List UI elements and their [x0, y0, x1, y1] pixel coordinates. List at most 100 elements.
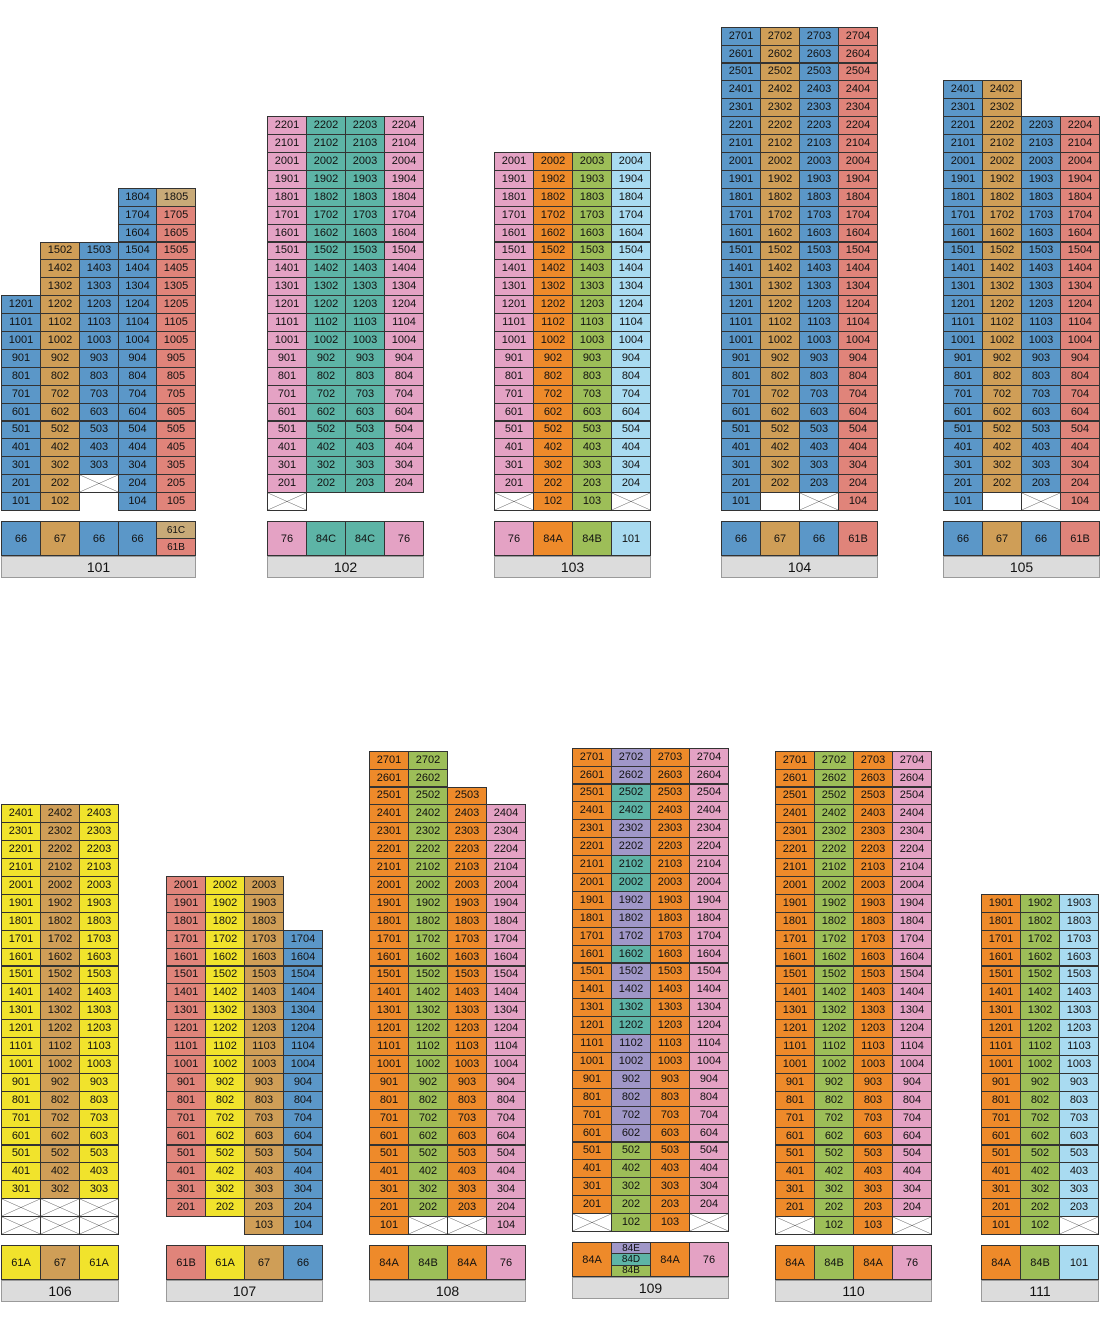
unit-cell: 1701 — [721, 205, 761, 225]
unit-cell: 2202 — [814, 840, 854, 860]
unit-cell: 602 — [40, 1126, 80, 1146]
unit-cell: 2502 — [611, 783, 651, 803]
unit-cell: 2201 — [267, 116, 307, 136]
unit-cell: 302 — [40, 1180, 80, 1200]
unit-cell: 1601 — [166, 947, 206, 967]
unit-cell: 604 — [1060, 402, 1100, 422]
unit-cell: 202 — [306, 474, 346, 494]
unit-cell: 304 — [838, 456, 878, 476]
unit-cell: 2202 — [40, 840, 80, 860]
unit-cell: 603 — [650, 1123, 690, 1143]
unit-cell: 1401 — [943, 259, 983, 279]
unit-cell: 1902 — [533, 169, 573, 189]
unit-cell: 703 — [79, 384, 119, 404]
unit-cell: 403 — [572, 438, 612, 458]
unit-cell: 1303 — [853, 1001, 893, 1021]
unit-type-badge: 84A — [572, 1242, 612, 1277]
unit-cell: 2004 — [892, 876, 932, 895]
unit-cell: 1003 — [79, 1055, 119, 1074]
unit-cell: 2104 — [838, 134, 878, 153]
unit-type-badge: 84C — [345, 521, 385, 556]
unit-cell: 1702 — [1020, 929, 1060, 949]
no-unit-cell — [408, 1216, 448, 1235]
unit-cell: 904 — [1060, 348, 1100, 368]
unit-cell: 1803 — [1059, 911, 1099, 931]
unit-cell: 1804 — [118, 187, 157, 207]
unit-cell: 1502 — [611, 962, 651, 982]
unit-cell: 503 — [345, 420, 385, 440]
unit-cell: 1302 — [814, 1001, 854, 1021]
unit-cell: 2102 — [40, 858, 80, 877]
unit-cell: 1001 — [572, 1052, 612, 1071]
unit-cell: 1301 — [721, 277, 761, 297]
unit-cell: 502 — [982, 420, 1022, 440]
unit-cell: 1002 — [982, 331, 1022, 350]
unit-cell: 603 — [244, 1126, 284, 1146]
unit-cell: 1302 — [982, 277, 1022, 297]
unit-cell: 703 — [650, 1105, 690, 1125]
unit-cell: 704 — [689, 1105, 729, 1125]
unit-cell: 602 — [408, 1126, 448, 1146]
unit-cell: 2601 — [775, 768, 815, 788]
unit-cell: 401 — [721, 438, 761, 458]
unit-cell: 501 — [572, 1141, 612, 1161]
unit-cell: 1803 — [345, 187, 385, 207]
unit-cell: 1702 — [205, 929, 245, 949]
unit-cell: 1803 — [650, 908, 690, 928]
unit-cell: 2601 — [721, 44, 761, 64]
unit-cell: 1903 — [1021, 169, 1061, 189]
unit-type-badge: 67 — [982, 521, 1022, 556]
unit-cell: 2203 — [650, 837, 690, 857]
building-label: 104 — [721, 556, 878, 578]
unit-cell: 1404 — [1060, 259, 1100, 279]
unit-cell: 802 — [982, 366, 1022, 386]
unit-cell: 1403 — [799, 259, 839, 279]
unit-cell: 701 — [369, 1108, 409, 1128]
unit-cell: 1601 — [494, 223, 534, 243]
unit-cell: 2201 — [943, 116, 983, 136]
unit-cell: 1802 — [533, 187, 573, 207]
unit-cell: 2101 — [943, 134, 983, 153]
unit-type-badge: 61B — [1060, 521, 1100, 556]
unit-cell: 803 — [650, 1087, 690, 1107]
unit-cell: 601 — [943, 402, 983, 422]
unit-cell: 2003 — [447, 876, 487, 895]
unit-cell: 1101 — [572, 1034, 612, 1053]
unit-cell: 703 — [447, 1108, 487, 1128]
unit-cell: 1204 — [689, 1016, 729, 1036]
unit-cell: 1602 — [1020, 947, 1060, 967]
unit-cell: 1102 — [1020, 1037, 1060, 1056]
unit-cell: 1402 — [533, 259, 573, 279]
unit-cell: 501 — [775, 1144, 815, 1164]
unit-cell: 2703 — [650, 747, 690, 767]
unit-cell: 504 — [486, 1144, 526, 1164]
unit-cell: 201 — [572, 1195, 612, 1215]
unit-cell: 901 — [494, 348, 534, 368]
unit-cell: 303 — [244, 1180, 284, 1200]
no-unit-cell — [1059, 1216, 1099, 1235]
unit-cell: 1804 — [611, 187, 651, 207]
unit-cell: 1402 — [40, 983, 80, 1003]
unit-cell: 503 — [799, 420, 839, 440]
unit-cell: 1204 — [486, 1019, 526, 1039]
unit-cell: 2304 — [486, 822, 526, 842]
unit-cell: 1303 — [79, 277, 119, 297]
unit-cell: 302 — [40, 456, 80, 476]
unit-cell: 2003 — [345, 152, 385, 171]
unit-cell: 1902 — [760, 169, 800, 189]
unit-cell: 2204 — [838, 116, 878, 136]
unit-cell: 1102 — [408, 1037, 448, 1056]
unit-cell: 901 — [981, 1072, 1021, 1092]
unit-cell: 2103 — [650, 855, 690, 874]
unit-cell: 1801 — [369, 911, 409, 931]
unit-cell: 1002 — [40, 331, 80, 350]
unit-cell: 801 — [775, 1090, 815, 1110]
unit-cell: 604 — [384, 402, 424, 422]
unit-cell: 1001 — [981, 1055, 1021, 1074]
unit-cell: 1203 — [447, 1019, 487, 1039]
unit-cell: 303 — [650, 1177, 690, 1197]
unit-cell: 2103 — [345, 134, 385, 153]
no-unit-cell — [572, 1213, 612, 1232]
unit-cell: 1502 — [760, 241, 800, 261]
unit-cell: 1401 — [166, 983, 206, 1003]
